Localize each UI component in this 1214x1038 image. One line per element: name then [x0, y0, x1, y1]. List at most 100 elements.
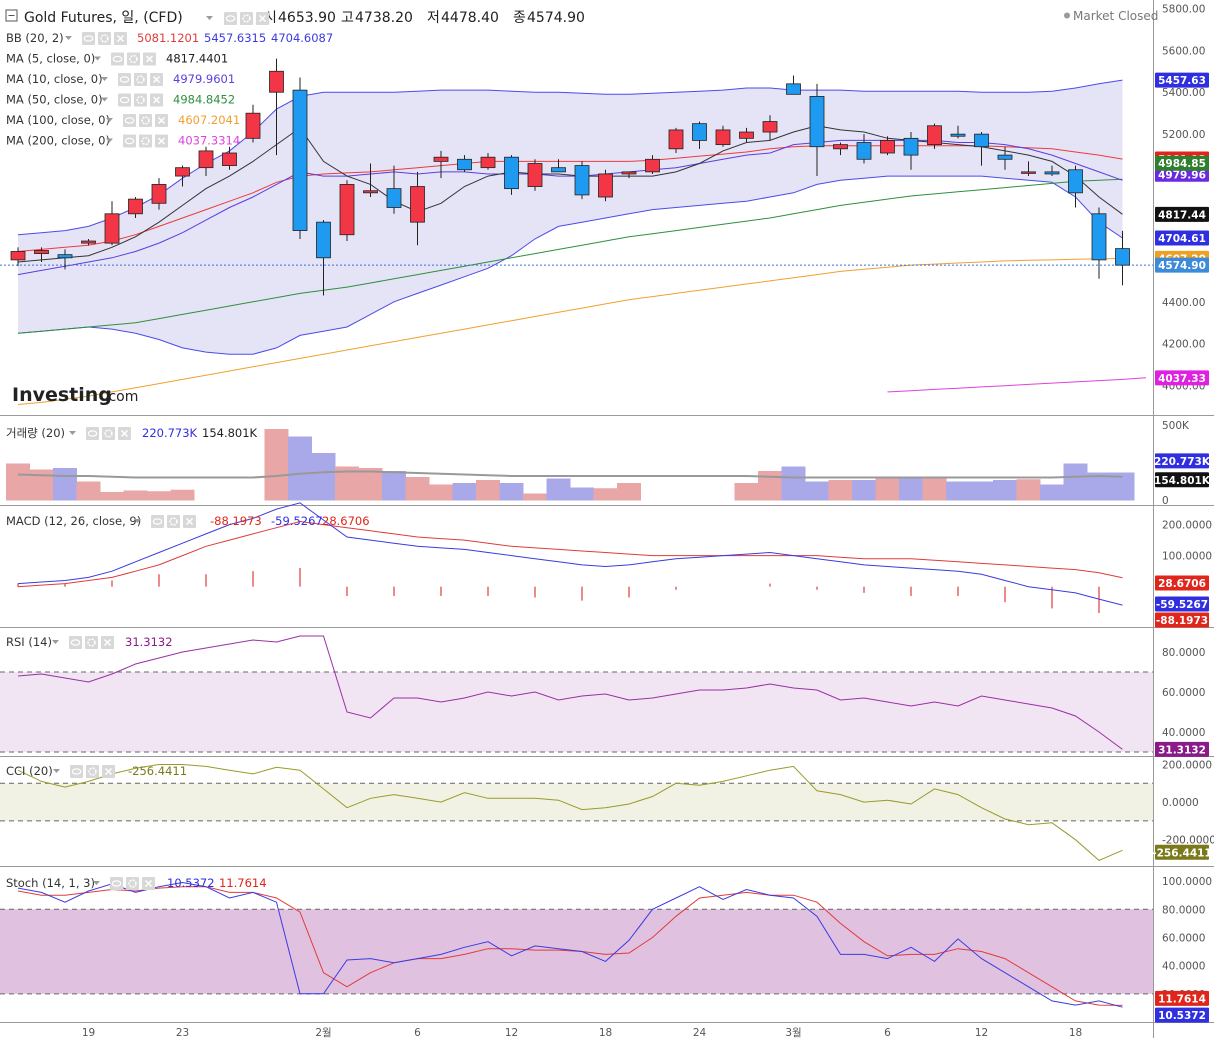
volume-bar-20: [476, 480, 500, 501]
rsi-tag-0-bg: [1155, 741, 1209, 757]
x-axis-tick-9: 12: [975, 1027, 988, 1038]
candle-body: [104, 213, 120, 244]
volume-bar-4: [100, 492, 124, 501]
bb-middle-line: [17, 145, 1123, 252]
candle-45: [1068, 165, 1083, 208]
volume-bar-37: [875, 477, 900, 501]
close-icon: [145, 55, 154, 63]
candle-body: [1068, 169, 1083, 194]
candle-44: [1044, 165, 1060, 177]
gear-icon: [88, 767, 97, 776]
volume-bar-40: [946, 481, 970, 501]
indicator-icons-gear-icon-bg: [98, 32, 111, 45]
candle-0: [10, 247, 26, 267]
volume-icons-eye-icon-bg: [86, 427, 99, 440]
indicator-value-0: 4037.3314: [178, 134, 240, 148]
candle-38: [903, 132, 919, 170]
candle-21: [504, 155, 519, 195]
ohlc-key-3: 종: [513, 10, 526, 26]
candle-11: [269, 58, 284, 156]
indicator-legend-3: MA (50, close, 0) 4984.8452: [6, 93, 235, 107]
stoch-icons-gear-icon-bg: [126, 877, 139, 890]
indicator-icons-gear-icon-bg: [139, 134, 152, 148]
eye-icon: [83, 35, 94, 42]
candle-26: [621, 171, 637, 179]
candle-body: [81, 240, 96, 244]
price-tag-0: 5457.63: [1155, 72, 1209, 88]
price-tag-5-bg: [1155, 230, 1209, 246]
candle-35: [833, 142, 848, 156]
candle-37: [880, 136, 895, 156]
volume-bar-6: [147, 491, 171, 501]
stoch-axis-tick-4: 100.0000: [1162, 876, 1212, 888]
candle-body: [621, 171, 637, 175]
candle-29: [692, 121, 707, 149]
title-chevron-down-icon: [206, 16, 213, 20]
rsi-icons: [69, 636, 114, 649]
macd-signal-line: [17, 520, 1123, 588]
indicator-chevron-down-icon: [101, 77, 108, 81]
macd-chevron-down-icon: [134, 519, 141, 523]
volume-bar-31: [734, 483, 759, 501]
cci-tag-0: -256.4411: [1152, 844, 1212, 860]
candle-10: [245, 104, 261, 143]
candle-body: [1091, 213, 1107, 261]
candle-body: [410, 186, 425, 223]
eye-icon: [87, 430, 98, 437]
macd-tag-2-text: -88.1973: [1156, 615, 1208, 627]
candle-body: [1044, 171, 1060, 175]
macd-icons: [151, 515, 196, 528]
volume-bar-2: [53, 468, 77, 501]
volume-legend-1: 154.801K: [202, 426, 258, 440]
candle-body: [997, 154, 1013, 160]
volume-bar-24: [570, 487, 594, 501]
indicator-value-0: 4979.9601: [173, 72, 235, 86]
price-axis-tick-7: 5400.00: [1162, 87, 1205, 99]
candle-body: [762, 121, 778, 133]
price-axis-tick-2: 4400.00: [1162, 297, 1205, 309]
price-axis-tick-8: 5600.00: [1162, 45, 1205, 57]
price-tag-7-text: 4574.90: [1158, 260, 1206, 272]
price-axis-tick-1: 4200.00: [1162, 339, 1205, 351]
candle-39: [927, 123, 942, 149]
indicator-icons: [123, 134, 168, 148]
close-icon: [152, 75, 161, 84]
candle-6: [151, 178, 167, 210]
x-axis-tick-4: 12: [505, 1027, 518, 1038]
stoch-d-line: [17, 886, 1123, 1006]
candle-body: [786, 83, 801, 95]
indicator-name: MA (200, close, 0): [6, 134, 110, 148]
price-axis-tick-9: 5800.00: [1162, 3, 1205, 15]
volume-bar-33: [781, 466, 806, 501]
close-icon: [120, 429, 129, 438]
indicator-icons-eye-icon-bg: [118, 73, 131, 86]
stoch-tag-0-bg: [1155, 990, 1209, 1006]
volume-bar-22: [523, 493, 547, 501]
indicator-value-1: 5457.6315: [204, 31, 266, 45]
candle-5: [128, 197, 143, 218]
x-axis-tick-10: 18: [1069, 1027, 1082, 1038]
cci-tag-0-bg: [1155, 844, 1209, 860]
candle-body: [292, 89, 308, 231]
close-icon: [152, 96, 161, 104]
eye-icon: [112, 55, 123, 63]
price-tag-4: 4817.44: [1155, 206, 1209, 222]
volume-bar-18: [429, 484, 453, 501]
indicator-icons-eye-icon-bg: [82, 32, 95, 45]
volume-bar-15: [358, 468, 383, 501]
macd-tag-0-text: 28.6706: [1158, 578, 1206, 590]
candle-40: [950, 125, 966, 139]
volume-bar-0: [6, 463, 30, 501]
header-icons-gear-icon-bg: [240, 12, 253, 25]
macd-tag-1-bg: [1155, 596, 1209, 612]
rsi-axis-tick-1: 60.0000: [1162, 687, 1205, 699]
ma100-line: [17, 257, 1123, 405]
ohlc-value-3: 4574.90: [527, 10, 585, 26]
volume-bar-5: [123, 490, 148, 501]
price-tag-0-text: 5457.63: [1158, 75, 1206, 87]
ma50-line: [17, 178, 1123, 334]
cci-axis-tick-0: -200.0000: [1162, 835, 1214, 847]
candle-42: [997, 146, 1013, 170]
indicator-chevron-down-icon: [94, 56, 101, 61]
